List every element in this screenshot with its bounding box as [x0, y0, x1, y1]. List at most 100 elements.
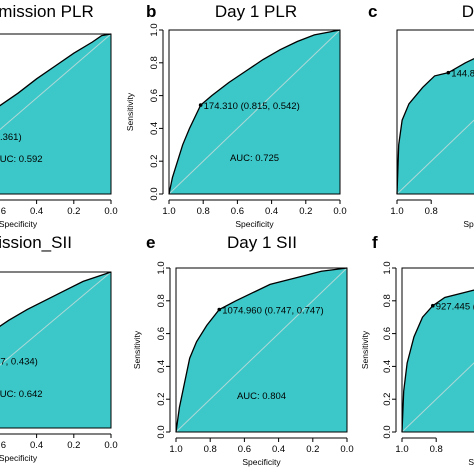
- x-tick-label: 0.8: [197, 206, 210, 217]
- x-axis-label: Specificity: [242, 457, 281, 467]
- x-tick-label: 0.2: [67, 440, 80, 451]
- auc-label: AUC: 0.642: [0, 389, 43, 400]
- plot-frame: [401, 267, 474, 433]
- threshold-label: 144.86: [451, 69, 474, 80]
- plot-frame: [168, 29, 341, 195]
- threshold-point: [198, 103, 203, 107]
- x-tick-label: 0.2: [306, 444, 319, 455]
- y-tick-label: 0.2: [149, 155, 160, 168]
- roc-panel-4: 455 (0.827, 0.434) AUC: 0.642 0.6 0.4 0.2 0.0…: [0, 233, 118, 463]
- y-tick-label: 0.6: [156, 327, 167, 340]
- x-tick-label: 0.8: [425, 206, 438, 217]
- x-tick-label: 0.2: [299, 206, 312, 217]
- y-tick-label: 1.0: [149, 23, 160, 36]
- roc-area-fill: [0, 272, 111, 428]
- roc-area-fill: [402, 290, 474, 432]
- roc-area-fill: [0, 34, 111, 194]
- y-tick-label: 0.6: [149, 89, 160, 102]
- y-axis-label: Sensitivity: [360, 330, 370, 369]
- y-tick-label: 0.2: [156, 393, 167, 406]
- x-tick-label: 0.2: [67, 206, 80, 217]
- x-tick-label: 0.8: [430, 444, 443, 455]
- x-tick-label: 1.0: [390, 206, 403, 217]
- x-tick-label: 0.4: [265, 206, 278, 217]
- roc-curve-line: [168, 29, 341, 195]
- roc-panel-2: 174.310 (0.815, 0.542) AUC: 0.725 1.0 0.8 0.…: [125, 2, 347, 229]
- y-tick-label: 0.8: [156, 294, 167, 307]
- plot-frame: [396, 29, 474, 195]
- x-tick-label: 0.8: [204, 444, 217, 455]
- y-tick-label: 0.0: [382, 425, 393, 438]
- y-tick-label: 1.0: [382, 261, 393, 274]
- roc-curve-line: [0, 271, 112, 327]
- y-tick-label: 0.4: [149, 122, 160, 135]
- roc-area-fill: [397, 58, 474, 194]
- plot-frame: [0, 271, 112, 429]
- threshold-point: [446, 70, 451, 75]
- y-tick-label: 0.2: [382, 393, 393, 406]
- x-tick-label: 1.0: [162, 206, 175, 217]
- x-tick-label: 0.4: [272, 444, 285, 455]
- x-tick-label: 0.0: [104, 440, 117, 451]
- x-tick-label: 0.4: [30, 440, 43, 451]
- y-tick-label: 0.8: [149, 56, 160, 69]
- y-tick-label: 0.0: [156, 425, 167, 438]
- x-axis-label: Specificity: [463, 219, 474, 229]
- reference-diagonal: [175, 267, 348, 433]
- panel-title: mission_SII: [0, 233, 72, 252]
- y-tick-label: 0.0: [149, 187, 160, 200]
- threshold-point: [430, 303, 435, 308]
- x-axis-label: Specificity: [0, 219, 38, 229]
- x-axis-label: Specificity: [468, 457, 474, 467]
- y-tick-label: 0.4: [156, 360, 167, 373]
- y-axis-label: Sensitivity: [132, 330, 142, 369]
- y-tick-label: 0.4: [382, 360, 393, 373]
- panel-letter: f: [372, 233, 378, 252]
- panel-title: mission PLR: [0, 2, 94, 21]
- panel-letter: e: [146, 233, 155, 252]
- x-tick-label: 0.0: [340, 444, 353, 455]
- x-tick-label: 0.6: [231, 206, 244, 217]
- reference-diagonal: [401, 362, 474, 433]
- roc-curve-line: [401, 289, 474, 433]
- threshold-label: ) (0.846, 0.361): [0, 132, 22, 143]
- x-tick-label: 0.6: [238, 444, 251, 455]
- roc-panel-6: 927.445 (0.8 1.0 0.8 Specificity 0.0 0.2 0.4 0.…: [360, 233, 474, 467]
- y-axis-label: Sensitivity: [125, 92, 135, 131]
- threshold-label: 174.310 (0.815, 0.542): [204, 101, 300, 112]
- auc-label: AUC: 0.592: [0, 154, 43, 165]
- y-tick-label: 0.8: [382, 294, 393, 307]
- threshold-label: 455 (0.827, 0.434): [0, 356, 38, 367]
- auc-label: AUC: 0.725: [230, 153, 279, 164]
- reference-diagonal: [396, 119, 474, 195]
- roc-curve-line: [396, 57, 474, 195]
- x-tick-label: 0.6: [0, 206, 6, 217]
- x-tick-label: 0.4: [30, 206, 43, 217]
- y-tick-label: 0.6: [382, 327, 393, 340]
- reference-diagonal: [0, 33, 112, 131]
- x-tick-label: 1.0: [395, 444, 408, 455]
- panel-title: Day 1 PLR: [215, 2, 297, 21]
- panel-title: Day 5: [462, 2, 474, 21]
- panel-letter: c: [368, 2, 377, 21]
- reference-diagonal: [168, 29, 341, 195]
- plot-frame: [0, 33, 112, 195]
- threshold-point: [217, 307, 222, 312]
- threshold-label: 1074.960 (0.747, 0.747): [222, 305, 323, 316]
- reference-diagonal: [0, 271, 112, 366]
- threshold-label: 927.445 (0.8: [436, 302, 474, 313]
- x-axis-label: Specificity: [0, 453, 38, 463]
- x-tick-label: 1.0: [169, 444, 182, 455]
- x-tick-label: 0.0: [333, 206, 346, 217]
- y-tick-label: 1.0: [156, 261, 167, 274]
- panel-letter: b: [146, 2, 156, 21]
- plot-frame: [175, 267, 348, 433]
- roc-panel-1: ) (0.846, 0.361) AUC: 0.592 0.6 0.4 0.2 0.0 Sp…: [0, 2, 118, 229]
- x-tick-label: 0.6: [0, 440, 6, 451]
- auc-label: AUC: 0.804: [237, 391, 286, 402]
- x-axis-label: Specificity: [235, 219, 274, 229]
- panel-title: Day 1 SII: [227, 233, 297, 252]
- roc-panel-3: 144.86AU1.00.8SpecificityDay 5c: [368, 2, 474, 229]
